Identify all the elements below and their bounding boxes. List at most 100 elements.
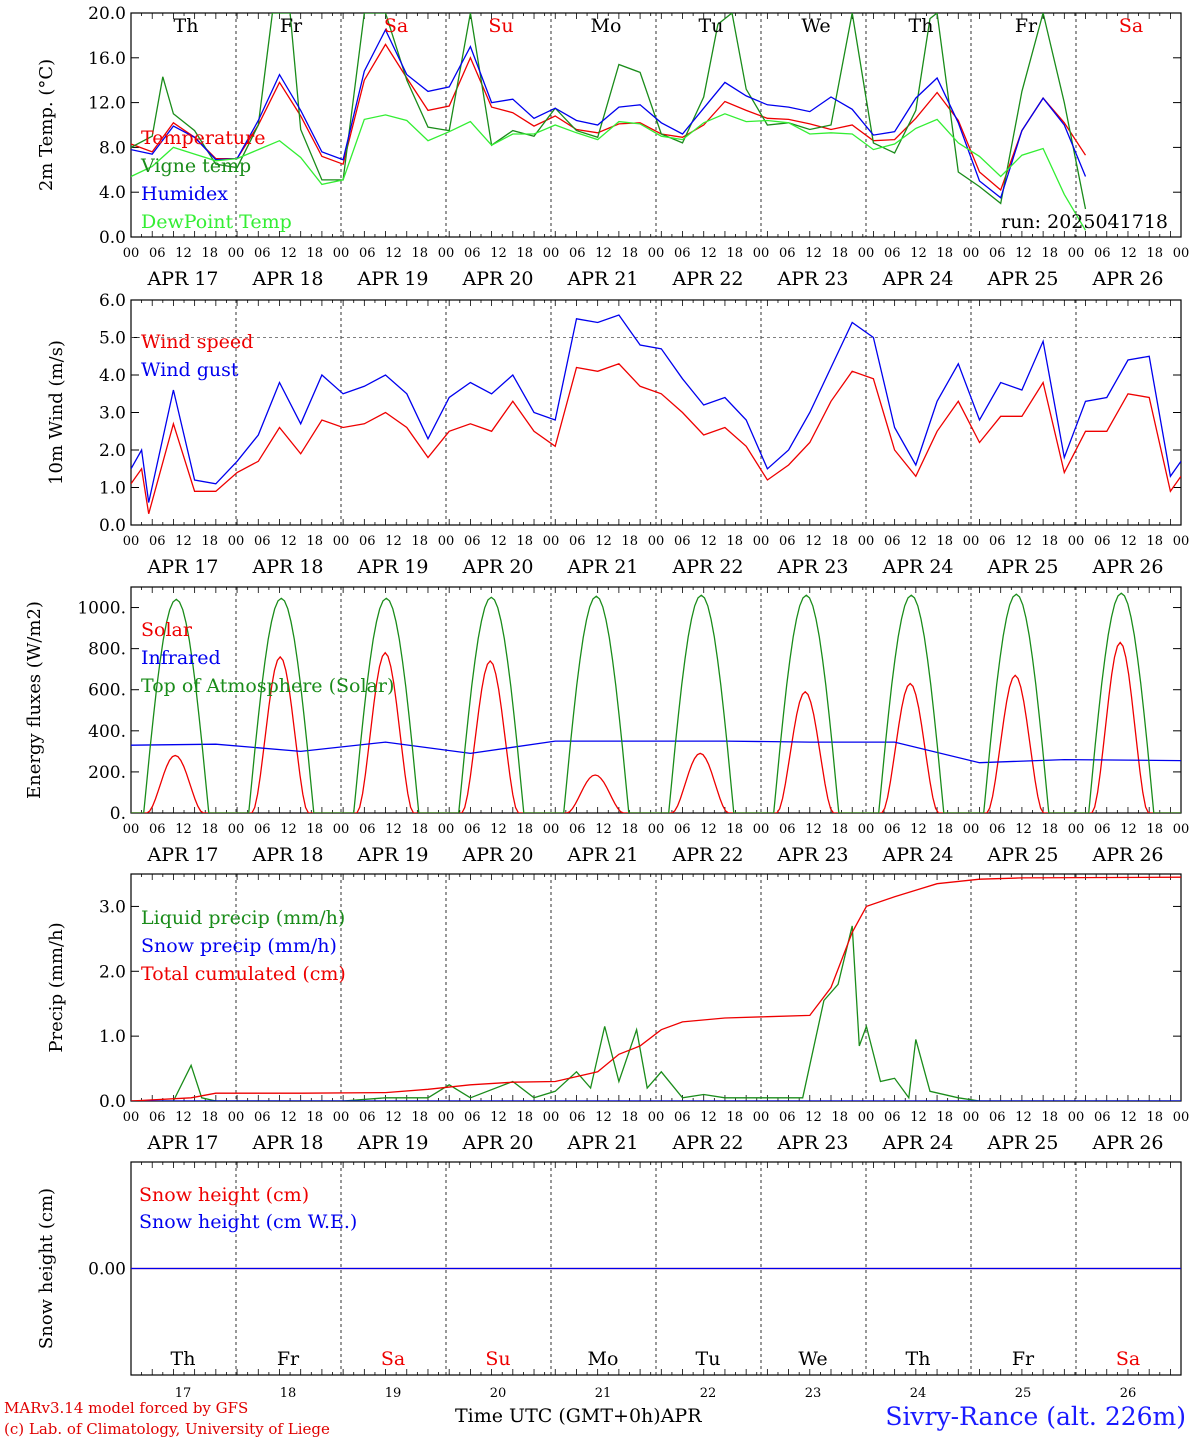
x-hour-label: 06 (254, 822, 271, 837)
date-label: APR 19 (356, 844, 428, 866)
weekday-label: Sa (1119, 15, 1143, 37)
date-label: APR 21 (566, 556, 638, 578)
x-hour-label: 00 (1068, 534, 1085, 549)
x-hour-label: 00 (228, 246, 245, 261)
x-hour-label: 18 (306, 822, 323, 837)
x-hour-label: 18 (936, 1110, 953, 1125)
x-hour-label: 00 (543, 534, 560, 549)
legend-entry: Liquid precip (mm/h) (141, 907, 345, 929)
weekday-label: Mo (588, 1348, 619, 1370)
x-hour-label: 06 (1094, 1110, 1111, 1125)
date-label: APR 26 (1091, 556, 1163, 578)
x-hour-label: 06 (674, 822, 691, 837)
x-hour-label: 00 (1173, 1110, 1190, 1125)
x-hour-label: 00 (228, 822, 245, 837)
date-label: APR 20 (461, 268, 533, 290)
day-number-label: 26 (1120, 1386, 1137, 1401)
legend-entry: Vigne temp (140, 155, 251, 177)
credits: MARv3.14 model forced by GFS (c) Lab. of… (4, 1398, 330, 1440)
day-number-label: 23 (805, 1386, 822, 1401)
weekday-label: Su (488, 15, 513, 37)
x-hour-label: 06 (149, 1110, 166, 1125)
series-line-vigne-temp (131, 13, 1087, 210)
y-tick-label: 6.0 (99, 291, 126, 311)
x-hour-label: 12 (910, 246, 927, 261)
date-label: APR 17 (146, 556, 218, 578)
x-hour-label: 18 (1146, 534, 1163, 549)
x-hour-label: 06 (569, 1110, 586, 1125)
x-hour-label: 12 (700, 1110, 717, 1125)
series-line-top-of-atmosphere-solar- (131, 592, 1181, 813)
x-hour-label: 12 (700, 822, 717, 837)
x-hour-label: 00 (123, 822, 140, 837)
y-tick-label: 12.0 (88, 94, 126, 114)
x-hour-label: 00 (648, 246, 665, 261)
x-hour-label: 06 (464, 534, 481, 549)
x-hour-label: 12 (490, 822, 507, 837)
x-hour-label: 18 (411, 246, 428, 261)
date-label: APR 24 (881, 844, 953, 866)
date-label: APR 18 (251, 268, 323, 290)
x-hour-label: 06 (674, 534, 691, 549)
x-hour-label: 18 (1041, 534, 1058, 549)
x-hour-label: 06 (569, 822, 586, 837)
date-label: APR 19 (356, 556, 428, 578)
x-hour-label: 12 (595, 822, 612, 837)
x-hour-label: 00 (123, 1110, 140, 1125)
x-hour-label: 12 (805, 822, 822, 837)
date-label: APR 23 (776, 556, 848, 578)
y-tick-label: 0. (110, 804, 126, 824)
x-hour-label: 12 (700, 534, 717, 549)
date-label: APR 24 (881, 556, 953, 578)
y-axis-label: 10m Wind (m/s) (46, 340, 67, 485)
x-hour-label: 06 (464, 822, 481, 837)
x-hour-label: 00 (228, 534, 245, 549)
x-hour-label: 18 (201, 246, 218, 261)
station-name: Sivry-Rance (alt. 226m) (885, 1402, 1186, 1431)
x-hour-label: 18 (726, 246, 743, 261)
x-hour-label: 18 (516, 246, 533, 261)
x-hour-label: 00 (963, 246, 980, 261)
x-hour-label: 06 (1094, 246, 1111, 261)
x-hour-label: 18 (936, 822, 953, 837)
x-hour-label: 00 (963, 534, 980, 549)
x-hour-label: 12 (490, 246, 507, 261)
y-axis-label: Energy fluxes (W/m2) (24, 601, 45, 799)
x-hour-label: 00 (1173, 246, 1190, 261)
x-hour-label: 18 (1146, 822, 1163, 837)
series-line-liquid-precip-mm-h- (131, 925, 1181, 1101)
y-tick-label: 1000. (77, 599, 126, 619)
weekday-label: Fr (280, 15, 303, 37)
x-hour-label: 06 (254, 1110, 271, 1125)
x-hour-label: 18 (1146, 246, 1163, 261)
y-tick-label: 1.0 (99, 1027, 126, 1047)
panel-2: 0.0 1.0 2.0 3.0 4.0 5.0 6.0 10m Wind (m/s) 00 06 1… (46, 291, 1189, 578)
x-hour-label: 00 (858, 822, 875, 837)
legend-entry: Total cumulated (cm) (141, 963, 346, 985)
x-hour-label: 00 (123, 246, 140, 261)
series-group (131, 592, 1181, 813)
date-label: APR 26 (1091, 844, 1163, 866)
date-label: APR 25 (986, 556, 1058, 578)
series-group (131, 314, 1181, 514)
x-hour-label: 06 (149, 534, 166, 549)
x-hour-label: 12 (805, 534, 822, 549)
x-hour-label: 12 (805, 246, 822, 261)
x-hour-label: 18 (621, 1110, 638, 1125)
date-label: APR 17 (146, 1132, 218, 1154)
x-hour-label: 18 (726, 534, 743, 549)
x-hour-label: 06 (674, 1110, 691, 1125)
x-hour-label: 00 (753, 246, 770, 261)
weekday-label: We (801, 15, 830, 37)
x-hour-label: 00 (648, 822, 665, 837)
x-hour-label: 06 (569, 246, 586, 261)
x-hour-label: 18 (726, 822, 743, 837)
x-hour-label: 12 (700, 246, 717, 261)
x-hour-label: 00 (963, 1110, 980, 1125)
x-hour-label: 00 (333, 534, 350, 549)
lab-credit: (c) Lab. of Climatology, University of L… (4, 1420, 330, 1438)
x-hour-label: 18 (831, 1110, 848, 1125)
date-label: APR 22 (671, 844, 743, 866)
date-label: APR 18 (251, 844, 323, 866)
x-hour-label: 18 (411, 534, 428, 549)
